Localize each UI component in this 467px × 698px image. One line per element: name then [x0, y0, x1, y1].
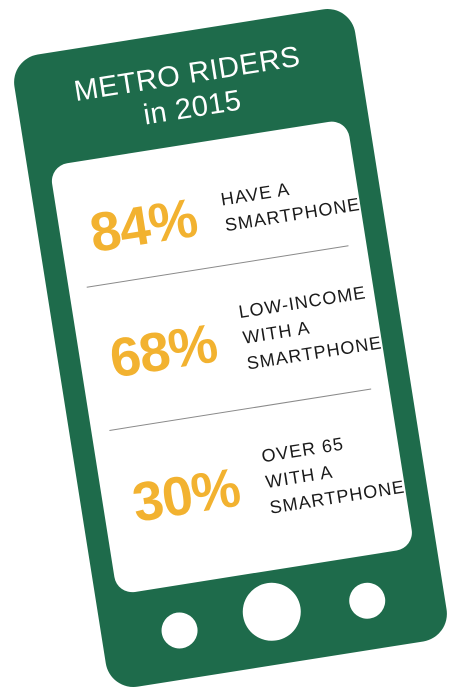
stat-description: LOW-INCOME WITH A SMARTPHONE: [237, 278, 384, 376]
stat-low-income: 68% LOW-INCOME WITH A SMARTPHONE: [73, 267, 386, 413]
back-button-icon: [158, 609, 201, 652]
stat-percent: 68%: [105, 311, 221, 390]
stat-description: OVER 65 WITH A SMARTPHONE: [260, 422, 407, 520]
phone-screen: 84% HAVE A SMARTPHONE 68% LOW-INCOME WIT…: [49, 119, 415, 595]
stat-percent: 84%: [85, 185, 201, 264]
stat-over-65: 30% OVER 65 WITH A SMARTPHONE: [96, 411, 409, 557]
home-button-icon: [238, 578, 305, 645]
stat-description: HAVE A SMARTPHONE: [219, 165, 362, 238]
phone-illustration: METRO RIDERS in 2015 84% HAVE A SMARTPHO…: [10, 4, 451, 692]
menu-button-icon: [346, 580, 388, 622]
stat-smartphone-owners: 84% HAVE A SMARTPHONE: [55, 157, 363, 273]
stat-percent: 30%: [128, 455, 244, 534]
